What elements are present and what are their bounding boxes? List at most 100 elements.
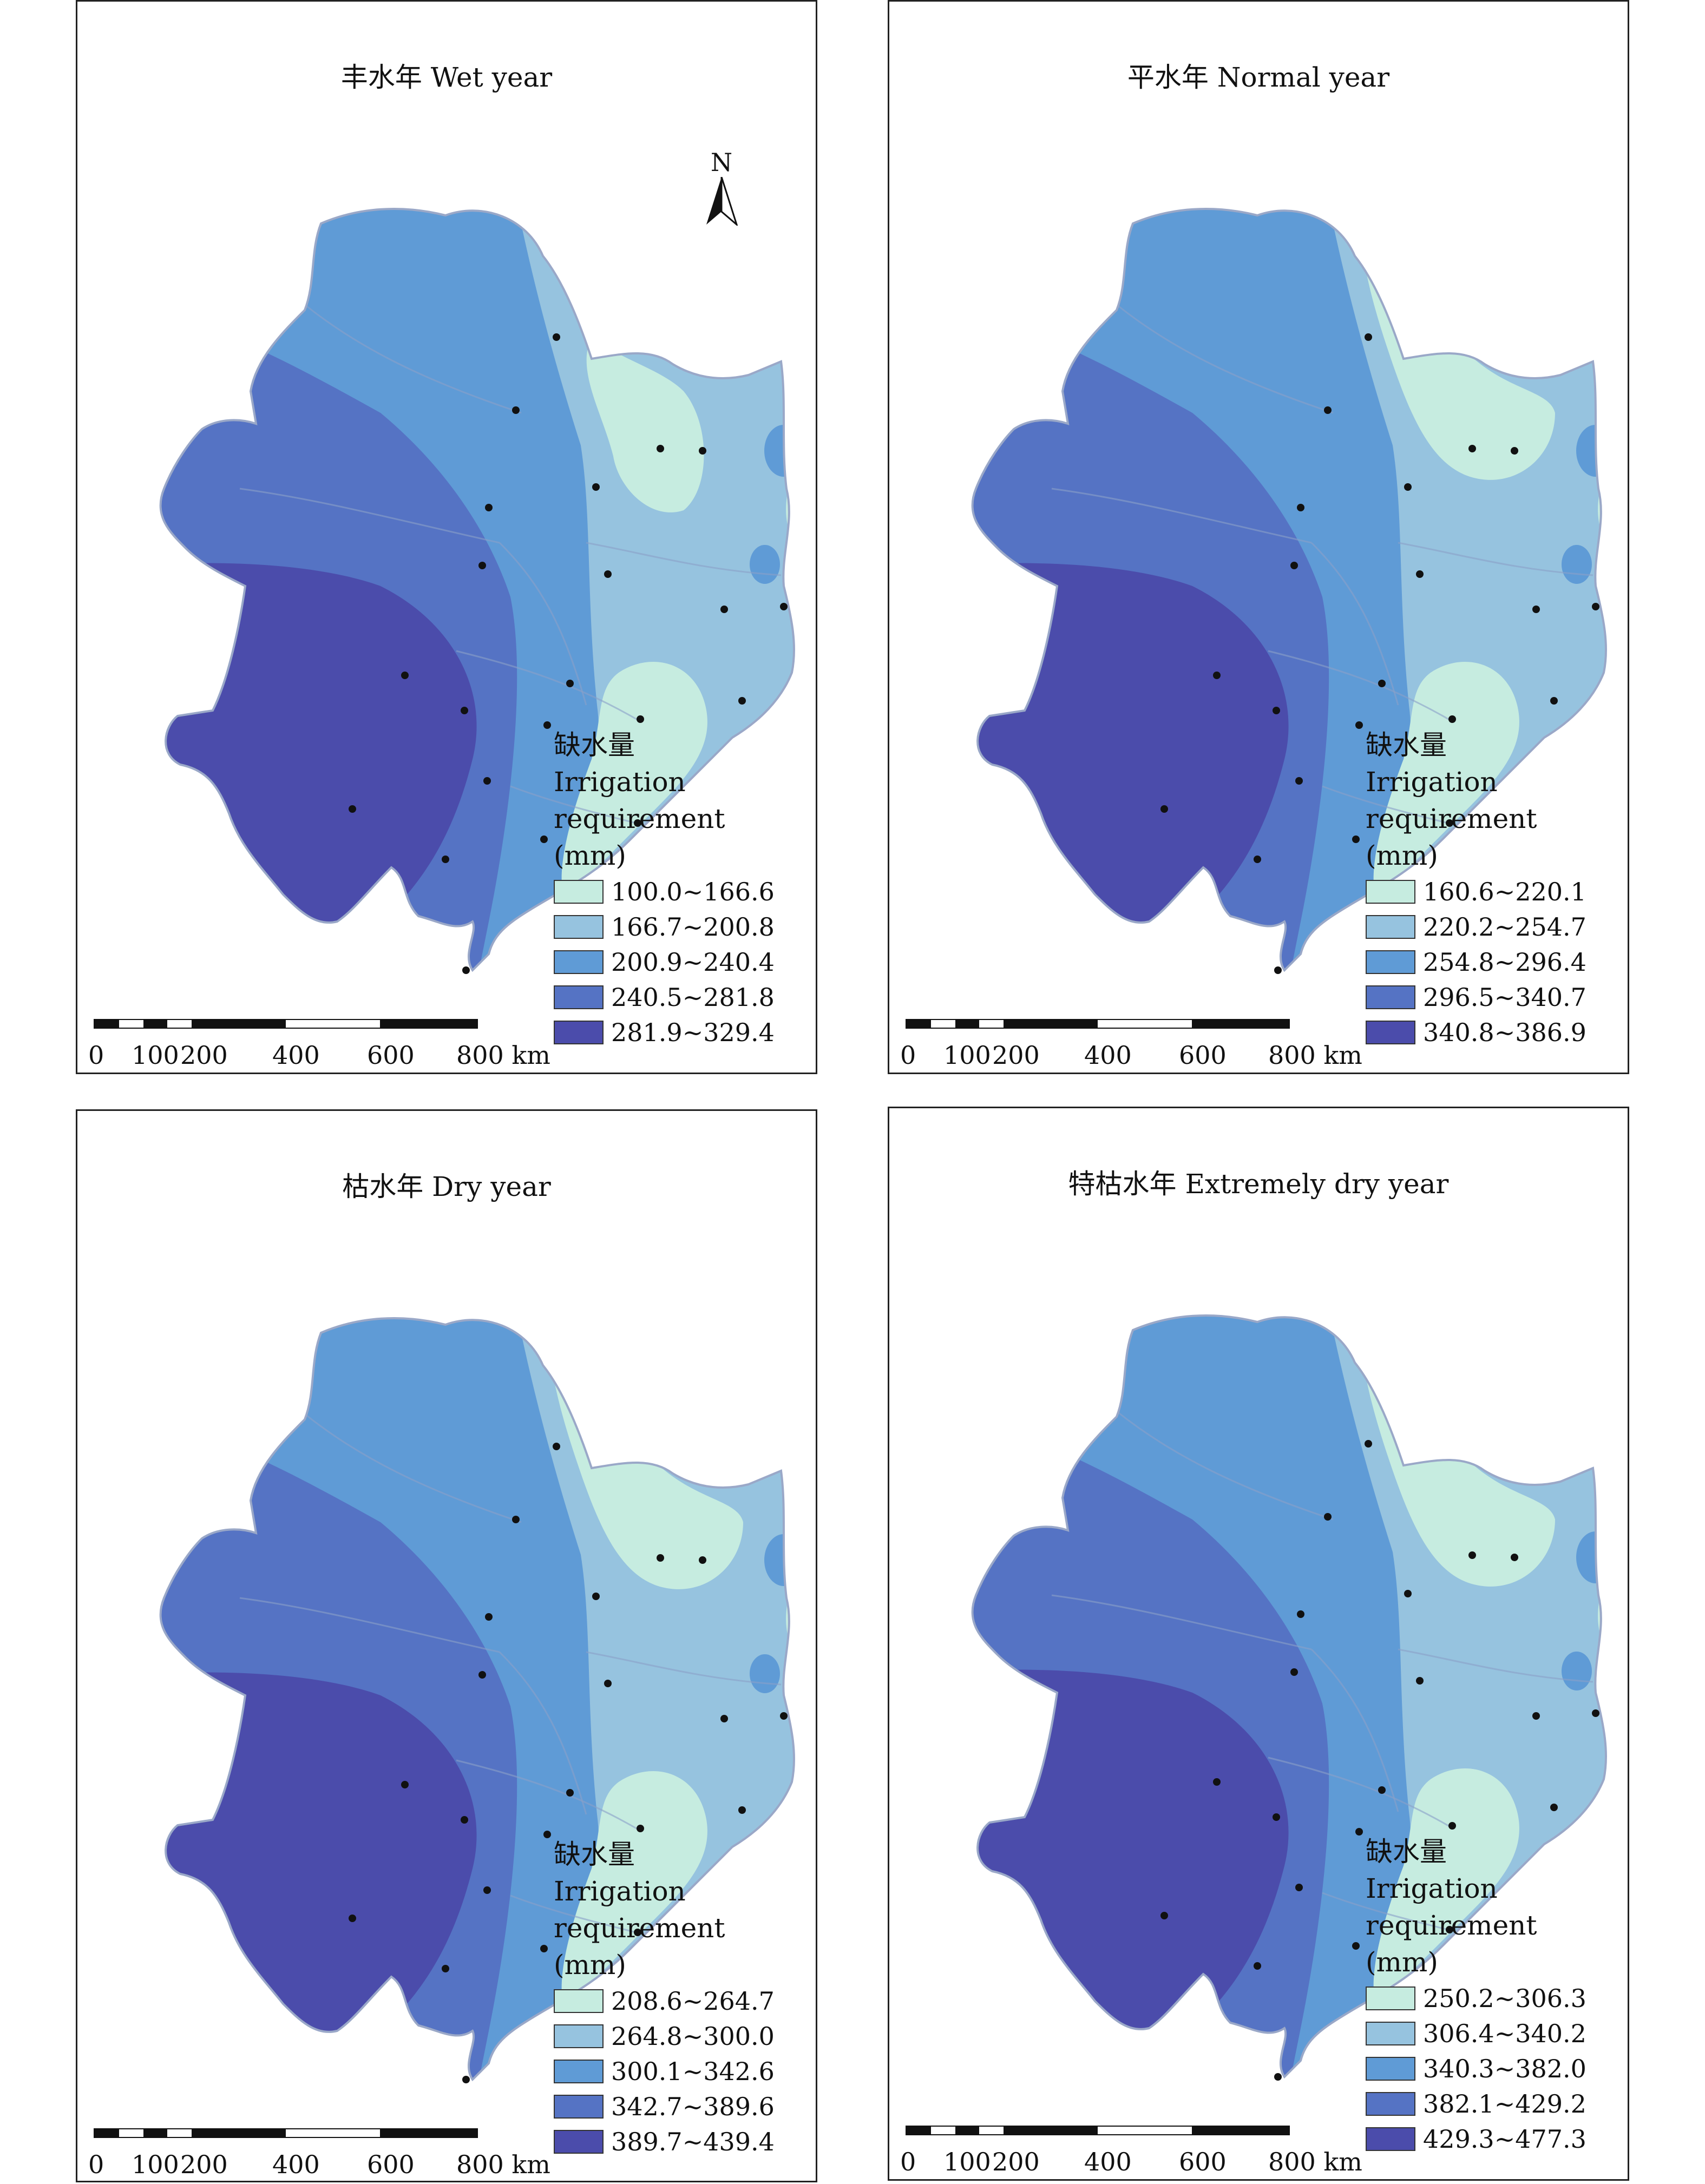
legend-item: 429.3~477.3	[1366, 2121, 1647, 2156]
legend-label: 254.8~296.4	[1423, 947, 1586, 977]
station-dot	[1297, 504, 1304, 511]
station-dot	[1511, 1554, 1518, 1561]
legend-label: 100.0~166.6	[611, 877, 775, 906]
boundary-line	[239, 488, 500, 544]
scale-label: 400	[1084, 2147, 1132, 2176]
station-dot	[483, 777, 491, 785]
station-dot	[1273, 1813, 1280, 1821]
station-dot	[738, 697, 746, 705]
legend-item: 306.4~340.2	[1366, 2016, 1647, 2051]
boundary-line	[586, 1651, 782, 1686]
station-dot	[780, 1712, 788, 1720]
station-dot	[478, 1671, 486, 1679]
station-dot	[566, 680, 574, 687]
legend: 缺水量 Irrigation requirement (mm) 250.2~306.3 3…	[1366, 1833, 1647, 2156]
legend-title-line: (mm)	[1366, 840, 1438, 871]
scale-label: 800 km	[1268, 1041, 1362, 1070]
station-dot	[401, 672, 409, 679]
scale-label: 100	[943, 1041, 991, 1070]
legend-title-line: Irrigation	[554, 1876, 686, 1907]
legend-swatch	[554, 2059, 604, 2083]
station-dot	[1290, 562, 1298, 569]
station-dot	[1297, 1610, 1304, 1618]
station-dot	[566, 1789, 574, 1797]
boundary-line	[239, 1597, 500, 1653]
station-dot	[1324, 406, 1332, 414]
legend-title-line: requirement	[554, 1912, 725, 1944]
boundary-line	[304, 1413, 522, 1523]
scale-bar-graphic	[94, 2128, 478, 2138]
legend-item: 389.7~439.4	[554, 2124, 835, 2159]
boundary-line	[1116, 1410, 1334, 1521]
legend-title-line: 缺水量	[1366, 1836, 1447, 1867]
station-dot	[1324, 1513, 1332, 1521]
station-dot	[1213, 672, 1221, 679]
legend-title-line: Irrigation	[1366, 766, 1498, 798]
station-dot	[461, 707, 468, 714]
legend-title-line: 缺水量	[554, 729, 635, 761]
zone-pocket-e	[1562, 1652, 1592, 1690]
boundary-line	[499, 542, 587, 706]
legend-title-line: (mm)	[554, 840, 626, 871]
station-dot	[657, 445, 664, 452]
zone-class1-north	[586, 337, 704, 512]
station-dot	[1468, 1551, 1476, 1559]
scale-label: 200	[992, 1041, 1040, 1070]
panel-title: 枯水年 Dry year	[342, 1171, 551, 1202]
station-dot	[349, 1915, 356, 1922]
boundary-line	[1268, 650, 1453, 722]
region-outline	[159, 208, 795, 972]
map-panel: 丰水年 Wet year N 缺水量 Irrigation requirement (m…	[76, 0, 817, 1074]
map-panel: 特枯水年 Extremely dry year 缺水量 Irrigation requ…	[888, 1107, 1629, 2181]
station-dot	[462, 966, 470, 974]
legend-swatch	[554, 2129, 604, 2154]
scale-label: 600	[1179, 1041, 1227, 1070]
legend-label: 264.8~300.0	[611, 2021, 775, 2051]
station-dot	[1254, 856, 1261, 863]
station-dot	[483, 1886, 491, 1894]
boundary-line	[586, 542, 782, 576]
legend-label: 340.3~382.0	[1423, 2054, 1586, 2083]
legend-item: 166.7~200.8	[554, 909, 835, 944]
legend-swatch	[554, 2094, 604, 2119]
region-map	[159, 208, 795, 974]
legend-item: 208.6~264.7	[554, 1983, 835, 2018]
station-dot	[461, 1816, 468, 1824]
legend-title-line: requirement	[1366, 1910, 1537, 1941]
zone-pocket-e	[750, 545, 780, 584]
station-dot	[1448, 1822, 1456, 1830]
legend-swatch	[554, 950, 604, 974]
legend-swatch	[1366, 1986, 1415, 2010]
station-dot	[512, 406, 520, 414]
scale-label: 800 km	[456, 2150, 550, 2179]
scale-label: 0	[900, 2147, 916, 2176]
station-dot	[1448, 715, 1456, 723]
legend-swatch	[554, 1989, 604, 2013]
station-dot	[1274, 2073, 1282, 2081]
station-dot	[512, 1516, 520, 1523]
region-outline	[971, 208, 1607, 972]
legend-item: 100.0~166.6	[554, 874, 835, 909]
station-dot	[1416, 570, 1424, 578]
station-dot	[478, 562, 486, 569]
legend-label: 342.7~389.6	[611, 2091, 775, 2121]
legend: 缺水量 Irrigation requirement (mm) 208.6~264.7 2…	[554, 1836, 835, 2159]
station-dot	[1365, 1440, 1372, 1448]
station-dot	[1355, 721, 1363, 729]
station-dot	[1213, 1778, 1221, 1786]
scale-label: 200	[992, 2147, 1040, 2176]
scale-label: 100	[943, 2147, 991, 2176]
station-dot	[699, 447, 706, 455]
station-dot	[349, 805, 356, 813]
boundary-line	[1310, 542, 1399, 706]
station-dot	[1355, 1828, 1363, 1836]
legend-title-line: requirement	[554, 803, 725, 834]
legend-item: 264.8~300.0	[554, 2018, 835, 2054]
legend-swatch	[554, 915, 604, 939]
station-dot	[401, 1781, 409, 1788]
boundary-line	[1268, 1757, 1453, 1829]
scale-label: 200	[180, 1041, 228, 1070]
station-dot	[553, 333, 560, 341]
legend-label: 296.5~340.7	[1423, 982, 1586, 1012]
station-dot	[1511, 447, 1518, 455]
